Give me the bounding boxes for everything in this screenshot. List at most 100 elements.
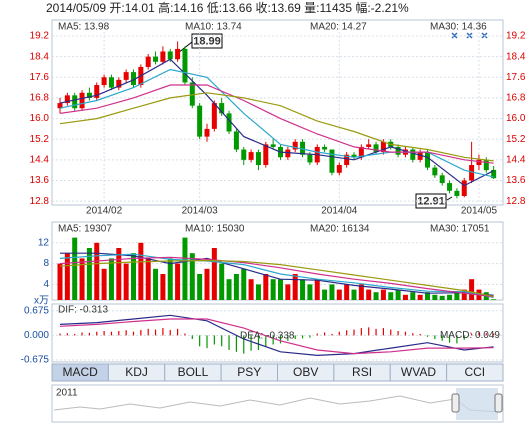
candle-body — [226, 113, 232, 132]
candle-body — [182, 48, 188, 83]
candle-body — [211, 103, 217, 129]
annotation: 12.91 — [417, 195, 445, 207]
volume-bar — [410, 292, 416, 300]
legend-entry: MA20: 16134 — [310, 224, 370, 235]
y-tick-label: 15.2 — [506, 134, 526, 145]
volume-bar — [219, 263, 225, 300]
candle-body — [469, 165, 475, 181]
price-panel — [51, 19, 504, 206]
candle-body — [425, 152, 430, 168]
volume-bar — [241, 268, 247, 300]
volume-bar — [248, 279, 254, 300]
legend-entry: MA10: 15030 — [185, 224, 245, 235]
ma-line — [59, 253, 494, 298]
volume-bar — [329, 284, 335, 300]
candle-body — [233, 131, 239, 150]
volume-bar — [86, 248, 92, 300]
candle-body — [79, 92, 85, 109]
candle-body — [454, 190, 460, 196]
y-tick-label: 19.2 — [506, 31, 526, 42]
tab-label: BOLL — [178, 365, 209, 379]
x-tick-label: 2014/02 — [86, 206, 123, 217]
volume-bar — [439, 295, 445, 300]
legend-entry: MA20: 14.27 — [310, 22, 367, 33]
candle-body — [86, 92, 92, 98]
navigator-line — [53, 395, 501, 413]
volume-bar — [145, 258, 151, 300]
candle-body — [300, 141, 306, 155]
candle-body — [270, 144, 276, 147]
navigator-label: 2011 — [56, 388, 78, 399]
tab-label: PSY — [237, 365, 261, 379]
unit-label: x万 — [34, 296, 49, 307]
volume-bar — [417, 294, 423, 300]
candle-body — [380, 141, 386, 153]
y-tick-label: 12.8 — [30, 196, 50, 207]
candle-body — [285, 149, 291, 158]
volume-bar — [270, 279, 276, 300]
volume-bar — [447, 294, 453, 300]
candle-body — [417, 152, 423, 160]
candle-body — [329, 149, 335, 173]
volume-bar — [469, 279, 475, 300]
tab-label: KDJ — [125, 365, 148, 379]
y-tick-label: 13.6 — [506, 175, 526, 186]
ma-line — [60, 252, 494, 296]
volume-bar — [491, 299, 497, 300]
volume-bar — [322, 289, 328, 300]
y-tick-label: 0.000 — [24, 330, 49, 341]
volume-bar — [72, 237, 78, 300]
y-tick-label: 16.0 — [506, 113, 526, 124]
candle-body — [292, 141, 298, 150]
annotation: 18.99 — [193, 35, 221, 47]
volume-bar — [314, 279, 320, 300]
volume-bar — [138, 242, 144, 300]
candle-body — [108, 77, 114, 88]
y-tick-label: 8 — [43, 258, 49, 269]
volume-bar — [211, 248, 217, 300]
candle-body — [373, 144, 379, 153]
y-tick-label: 4 — [43, 279, 49, 290]
navigator-handle[interactable] — [494, 393, 503, 413]
candle-body — [241, 149, 247, 160]
navigator-window[interactable] — [456, 388, 498, 420]
candle-body — [175, 48, 181, 60]
legend-entry: DIF: -0.313 — [58, 305, 108, 316]
y-tick-label: 15.2 — [30, 134, 50, 145]
volume-bar — [388, 292, 394, 300]
ma-line — [59, 58, 494, 187]
candle-body — [219, 103, 225, 114]
y-tick-label: 13.6 — [30, 175, 50, 186]
ma-line — [59, 259, 494, 297]
volume-bar — [461, 289, 467, 300]
volume-bar — [307, 284, 313, 300]
volume-bar — [160, 274, 166, 300]
candle-body — [461, 180, 467, 196]
volume-bar — [432, 294, 438, 300]
candle-body — [167, 51, 173, 60]
y-tick-label: 12.8 — [506, 196, 526, 207]
navigator — [51, 384, 504, 423]
volume-bar — [226, 279, 232, 300]
navigator-handle[interactable] — [451, 393, 460, 413]
volume-bar — [402, 294, 408, 300]
volume-bar — [255, 284, 261, 300]
legend-entry: DEA: -0.338 — [240, 331, 295, 342]
y-tick-label: 17.6 — [506, 72, 526, 83]
quote-header: 2014/05/09 开:14.01 高:14.16 低:13.66 收:13.… — [46, 0, 409, 15]
candle-body — [131, 72, 136, 86]
volume-bar — [116, 248, 122, 300]
candle-body — [491, 169, 497, 179]
legend-entry: MA5: 19307 — [58, 224, 112, 235]
macd-panel — [51, 303, 504, 363]
tab-label: MACD — [63, 365, 99, 379]
y-tick-label: 18.4 — [506, 51, 526, 62]
tab[interactable] — [446, 363, 504, 382]
ma-line — [59, 318, 494, 355]
volume-bar — [123, 263, 129, 300]
volume-bar — [204, 268, 210, 300]
volume-bar — [336, 289, 342, 300]
volume-bar — [278, 279, 283, 300]
ma-line — [59, 314, 494, 357]
candle-body — [358, 146, 364, 158]
